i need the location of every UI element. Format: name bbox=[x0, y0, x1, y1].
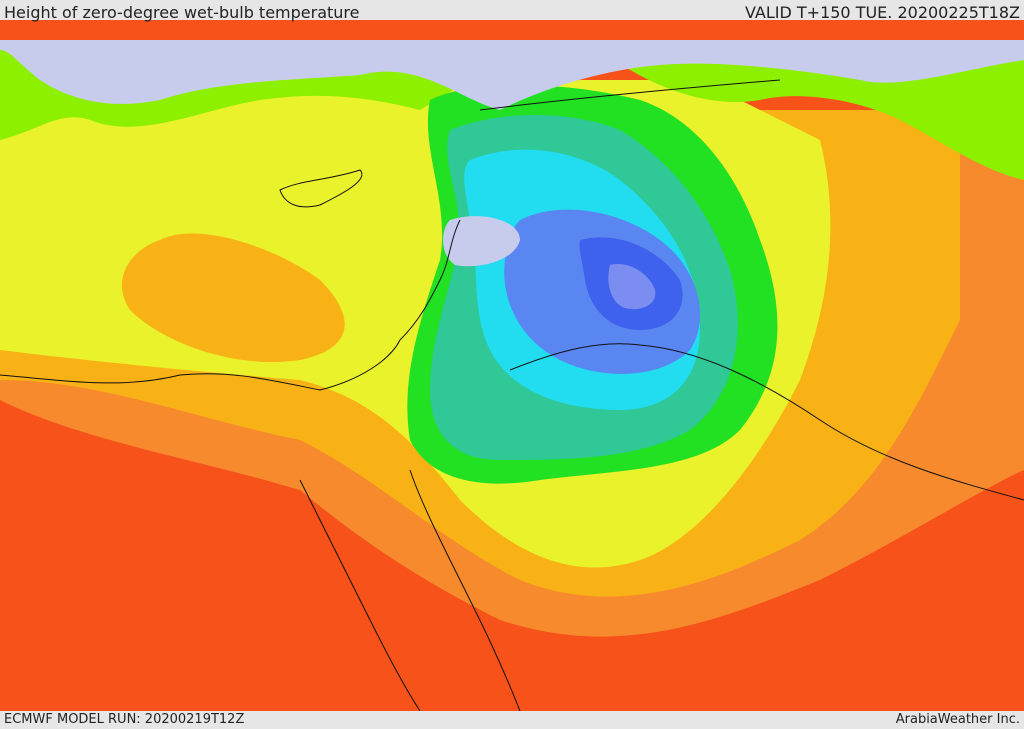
footer-bar: ECMWF MODEL RUN: 20200219T12Z ArabiaWeat… bbox=[0, 711, 1024, 729]
model-run: ECMWF MODEL RUN: 20200219T12Z bbox=[4, 712, 245, 727]
credit: ArabiaWeather Inc. bbox=[895, 712, 1020, 727]
region-low-purple-core bbox=[608, 264, 656, 310]
valid-time: VALID T+150 TUE. 20200225T18Z bbox=[744, 3, 1020, 22]
red-sea-coast bbox=[299, 479, 421, 711]
mediterranean-coastline bbox=[0, 219, 461, 391]
forecast-map[interactable] bbox=[0, 20, 1024, 711]
header-bar: Height of zero-degree wet-bulb temperatu… bbox=[0, 0, 1024, 22]
region-very-low-north bbox=[0, 40, 1024, 110]
gulf-of-aqaba-coast bbox=[409, 469, 521, 711]
region-very-low-levant bbox=[443, 216, 520, 267]
map-title: Height of zero-degree wet-bulb temperatu… bbox=[4, 3, 360, 22]
border-syria bbox=[479, 79, 781, 111]
region-orange-interior bbox=[121, 233, 345, 362]
border-jordan-iraq bbox=[509, 343, 1024, 501]
cyprus-outline bbox=[279, 169, 363, 208]
region-lime-east bbox=[600, 50, 1024, 180]
